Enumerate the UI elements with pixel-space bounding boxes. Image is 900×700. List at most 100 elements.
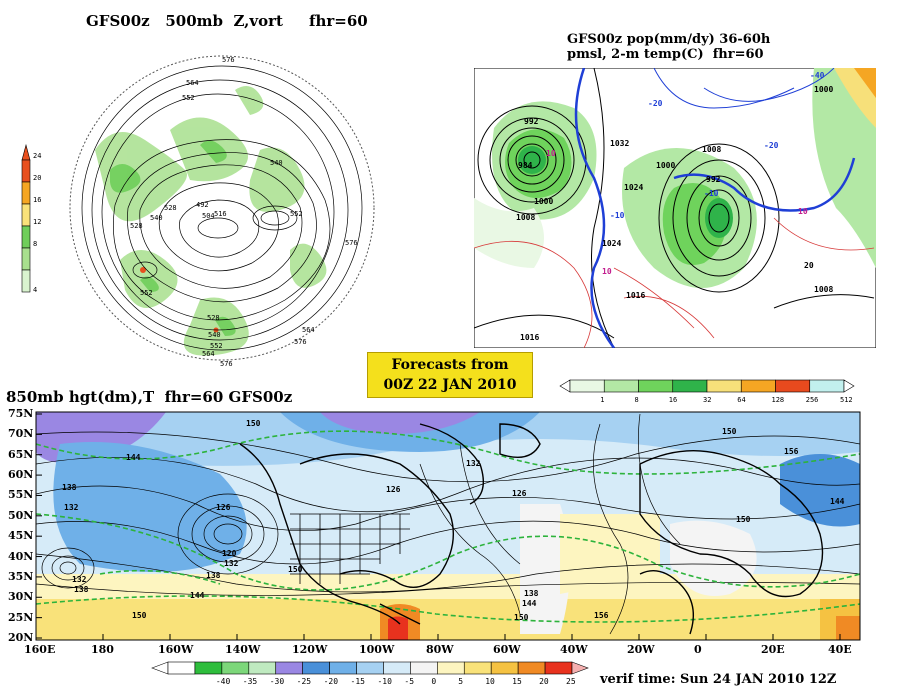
- temp-colorbar-cell: [437, 661, 465, 675]
- temp-colorbar-cell: [167, 661, 196, 675]
- height-labels: 150 144 138 132 126 120 132 138 150 132 …: [62, 419, 845, 622]
- isobar-label: 1016: [520, 333, 539, 342]
- global-map-frame: [35, 411, 861, 641]
- precip-colorbar-cell: [775, 379, 811, 393]
- contour-label: 528: [130, 222, 143, 230]
- lon-label: 60W: [493, 643, 521, 656]
- nh-contour-labels: 576 564 552 540 528 516 504 492 528 540 …: [130, 56, 358, 368]
- temp-colorbar-label: -30: [270, 677, 285, 686]
- banner-line-2: 00Z 22 JAN 2010: [383, 377, 517, 393]
- lon-label: 20W: [627, 643, 655, 656]
- contour-label: 552: [210, 342, 223, 350]
- lat-label: 75N: [8, 407, 34, 420]
- precip-colorbar-label: 512: [840, 396, 853, 404]
- contour-label: 540: [270, 159, 283, 167]
- height-label: 150: [288, 565, 303, 574]
- height-label: 132: [64, 503, 79, 512]
- temp-colorbar-cell: [410, 661, 438, 675]
- precip-shading: [474, 68, 876, 288]
- temp-colorbar-label: 15: [512, 677, 522, 686]
- contour-label: 540: [208, 331, 221, 339]
- isobar-label: 1008: [516, 213, 535, 222]
- global-850mb-title: 850mb hgt(dm),T fhr=60 GFS00z: [6, 388, 293, 406]
- temp-colorbar-label: 20: [539, 677, 549, 686]
- isobar-label: 1024: [602, 239, 621, 248]
- lon-label: 160E: [24, 643, 56, 656]
- contour-label: 576: [294, 338, 307, 346]
- lon-label: 40E: [828, 643, 852, 656]
- isobars: [474, 68, 875, 348]
- contour-label: 540: [150, 214, 163, 222]
- height-label: 156: [784, 447, 799, 456]
- height-contours: [36, 413, 860, 635]
- precip-colorbar-cell: [706, 379, 742, 393]
- temp-colorbar-label: -35: [243, 677, 258, 686]
- precip-colorbar: 1 8 16 32 64 128 256 512: [559, 379, 855, 404]
- height-label: 132: [72, 575, 87, 584]
- lat-label: 40N: [8, 549, 34, 563]
- precip-colorbar-label: 128: [772, 396, 785, 404]
- height-label: 138: [62, 483, 77, 492]
- lat-label: 20N: [8, 631, 34, 644]
- contour-label: 576: [220, 360, 233, 368]
- temp-label: -10: [610, 211, 625, 220]
- temp-colorbar-cell: [490, 661, 519, 675]
- precip-colorbar-cell: [672, 379, 708, 393]
- contour-label: 564: [202, 350, 215, 358]
- height-label: 150: [736, 515, 751, 524]
- precip-colorbar-label: 1: [600, 396, 604, 404]
- lat-label: 45N: [8, 529, 34, 543]
- lat-label: 60N: [8, 468, 34, 482]
- temp-label: 20: [804, 261, 814, 270]
- temperature-contours: [474, 68, 875, 348]
- precip-colorbar-label: 64: [737, 396, 745, 404]
- height-label: 132: [466, 459, 481, 468]
- isobar-label: 1032: [610, 139, 629, 148]
- temp-colorbar-cell: [383, 661, 411, 675]
- temp-colorbar-label: -15: [351, 677, 366, 686]
- temp-label: 10: [602, 267, 612, 276]
- precip-colorbar-label: 32: [703, 396, 711, 404]
- temp-colorbar-label: 10: [485, 677, 495, 686]
- nh-contours: [81, 65, 363, 356]
- nh-500mb-title: GFS00z 500mb Z,vort fhr=60: [86, 12, 368, 30]
- lat-label: 25N: [8, 610, 34, 624]
- contour-label: 504: [202, 212, 215, 220]
- lon-label: 140W: [225, 643, 261, 656]
- height-label: 138: [524, 589, 539, 598]
- height-label: 150: [514, 613, 529, 622]
- lon-label: 180: [91, 643, 114, 656]
- global-850mb-map: 150 144 138 132 126 120 132 138 150 132 …: [35, 411, 861, 641]
- height-label: 126: [512, 489, 527, 498]
- temp-label: -10: [704, 189, 719, 198]
- lon-label: 40W: [560, 643, 588, 656]
- height-label: 150: [246, 419, 261, 428]
- isobar-label: 1000: [534, 197, 553, 206]
- height-label: 150: [722, 427, 737, 436]
- height-label: 120: [222, 549, 237, 558]
- precip-colorbar-cell: [569, 379, 605, 393]
- temp-colorbar-label: -5: [404, 677, 414, 686]
- height-label: 144: [522, 599, 537, 608]
- nh-cb-label: 20: [33, 174, 41, 182]
- nh-cb-label: 12: [33, 218, 41, 226]
- contour-label: 564: [302, 326, 315, 334]
- state-borders: [290, 513, 410, 584]
- height-label: 150: [132, 611, 147, 620]
- temp-colorbar-cell: [275, 661, 303, 675]
- nh-500mb-map: 24 20 16 12 8 4: [21, 55, 375, 368]
- temp-colorbar-label: -40: [216, 677, 231, 686]
- lon-label: 0: [694, 643, 702, 656]
- temp-colorbar-cell: [544, 661, 573, 675]
- banner-line-1: Forecasts from: [391, 357, 509, 373]
- lat-label: 30N: [8, 590, 34, 604]
- contour-label: 528: [164, 204, 177, 212]
- height-label: 144: [190, 591, 205, 600]
- temp-shading: [36, 412, 860, 640]
- temp-colorbar: -40 -35 -30 -25 -20 -15 -10 -5 0 5 10 15 20 25: [151, 661, 589, 686]
- nh-cb-label: 16: [33, 196, 41, 204]
- temp-colorbar-cell: [329, 661, 357, 675]
- height-label: 126: [216, 503, 231, 512]
- nh-colorbar: [21, 143, 31, 293]
- temp-labels: 10 -10 -20 10 -10 10 -20 20 -40: [546, 71, 825, 276]
